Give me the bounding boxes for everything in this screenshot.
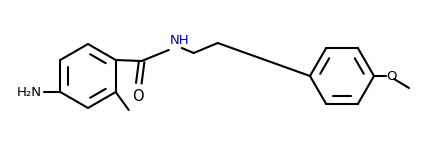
Text: H₂N: H₂N: [16, 85, 41, 98]
Text: O: O: [386, 69, 396, 83]
Text: O: O: [132, 89, 143, 104]
Text: NH: NH: [170, 34, 189, 47]
